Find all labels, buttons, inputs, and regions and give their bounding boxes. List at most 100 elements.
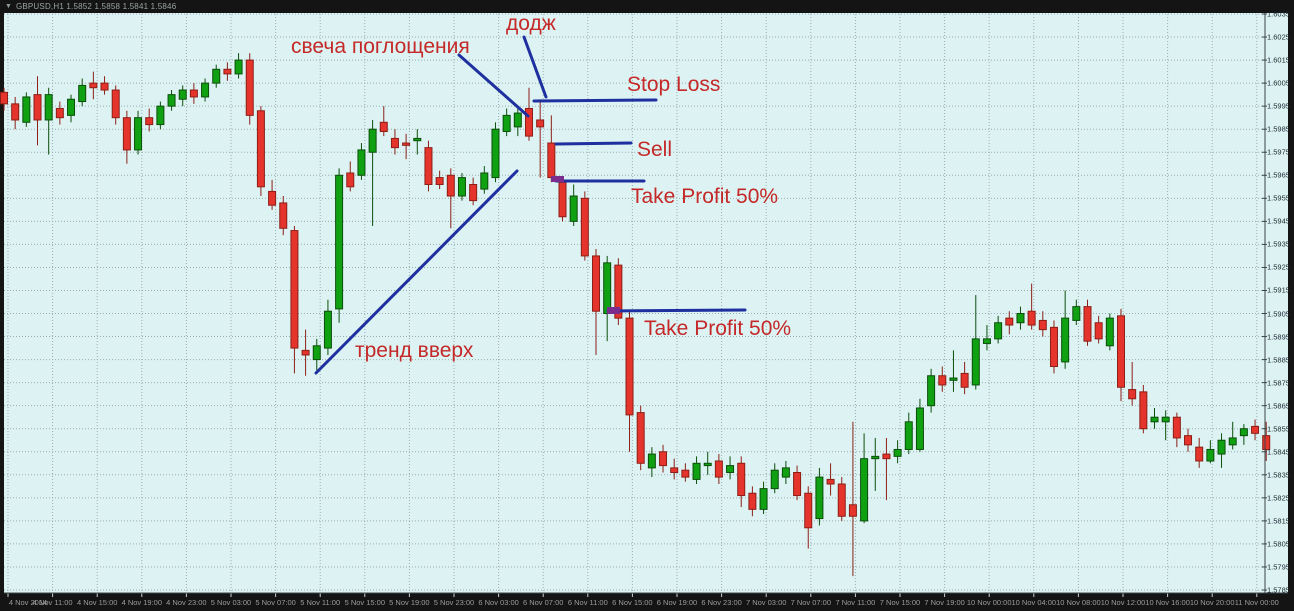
candle-body-bear	[33, 94, 42, 121]
candle-body-bull	[513, 112, 522, 128]
candle-body-bull	[915, 407, 924, 450]
price-label: 1.5855	[1267, 424, 1290, 434]
candle-body-bear	[848, 504, 857, 517]
candle-body-bear	[446, 174, 455, 197]
candle-body-bear	[804, 492, 813, 529]
candle-body-bear	[882, 453, 891, 460]
candle-body-bear	[1049, 326, 1058, 368]
candle-body-bull	[312, 345, 321, 361]
time-label: 6 Nov 23:00	[701, 598, 742, 607]
candle-body-bull	[603, 262, 612, 315]
time-label: 5 Nov 03:00	[210, 598, 252, 607]
time-label: 10 Nov 20:00	[1189, 598, 1235, 607]
time-label: 10 Nov 12:00	[1100, 598, 1146, 607]
time-label: 7 Nov 15:00	[879, 598, 921, 607]
time-label: 5 Nov 15:00	[344, 598, 386, 607]
symbol-dropdown-icon[interactable]: ▼	[5, 3, 12, 10]
price-label: 1.6025	[1267, 32, 1290, 42]
grid-layer	[4, 13, 1265, 593]
candle-body-bear	[390, 137, 399, 149]
candle-body-bull	[1161, 416, 1170, 423]
candle-body-bull	[871, 455, 880, 460]
candle-body-bear	[435, 177, 444, 185]
engulfing-pointer-line	[457, 53, 530, 118]
candle-body-bear	[558, 181, 567, 218]
candle-body-bear	[737, 462, 746, 497]
candle-body-bull	[368, 128, 377, 153]
candle-body-bear	[268, 190, 277, 206]
candle-body-bull	[569, 195, 578, 222]
candle-body-bull	[759, 488, 768, 510]
time-label: 10 Nov 04:00	[1011, 598, 1057, 607]
annotation-take-profit-2-label: Take Profit 50%	[644, 317, 792, 340]
candle-body-bear	[536, 119, 545, 128]
candle-body-bull	[781, 467, 790, 478]
price-label: 1.5935	[1267, 239, 1290, 249]
candle-body-bear	[189, 89, 198, 98]
candle-body-bear	[379, 121, 388, 133]
candle-body-bear	[1139, 391, 1148, 430]
candle-body-bear	[1195, 446, 1204, 462]
take-profit-1-marker	[551, 176, 564, 182]
price-label: 1.5785	[1267, 585, 1290, 595]
candle-body-bull	[201, 82, 210, 98]
candle-body-bull	[167, 94, 176, 107]
candle-body-bull	[78, 84, 87, 103]
price-label: 1.5885	[1267, 355, 1290, 365]
candle-body-bear	[402, 142, 411, 146]
candle-body-bear	[469, 183, 478, 202]
candle-body-bear	[1128, 389, 1137, 400]
candle-body-bull	[860, 458, 869, 522]
time-label: 4 Nov 19:00	[121, 598, 163, 607]
candle-body-bear	[301, 349, 310, 356]
candle-body-bull	[156, 105, 165, 126]
candle-body-bull	[67, 98, 76, 116]
candle-body-bear	[279, 202, 288, 229]
candle-body-bear	[714, 460, 723, 478]
candle-body-bear	[614, 264, 623, 319]
candle-body-bear	[1094, 322, 1103, 340]
candle-body-bear	[670, 467, 679, 473]
candle-body-bull	[1239, 428, 1248, 437]
candle-body-bear	[0, 91, 8, 105]
candle-body-bear	[55, 107, 64, 119]
time-label: 11 Nov 00:00	[1234, 598, 1279, 607]
time-label: 6 Nov 03:00	[478, 598, 519, 607]
candle-body-bear	[793, 471, 802, 497]
price-label: 1.5865	[1267, 401, 1290, 411]
candle-body-bull	[502, 114, 511, 133]
time-label: 4 Nov 23:00	[166, 598, 207, 607]
candle-body-bull	[1016, 313, 1025, 324]
price-label: 1.5825	[1267, 493, 1290, 503]
uptrend-line	[314, 169, 519, 375]
candle-body-bull	[22, 96, 31, 123]
candle-body-bull	[413, 137, 422, 142]
time-label: 7 Nov 07:00	[790, 598, 832, 607]
price-label: 1.5955	[1267, 193, 1290, 203]
candle-body-bull	[335, 174, 344, 310]
candles-layer	[0, 53, 1271, 577]
candle-body-bull	[357, 149, 366, 176]
candle-body-bear	[938, 375, 947, 386]
candle-body-bear	[424, 147, 433, 185]
candle-body-bear	[837, 483, 846, 517]
candle-body-bear	[256, 110, 265, 188]
time-label: 5 Nov 23:00	[433, 598, 475, 607]
chart-background-layer	[4, 13, 1288, 593]
candle-body-bear	[145, 117, 154, 126]
time-label: 5 Nov 07:00	[255, 598, 296, 607]
price-label: 1.5945	[1267, 216, 1290, 226]
time-label: 10 Nov 00:00	[966, 598, 1012, 607]
take-profit-2-line	[606, 308, 747, 313]
candle-body-bull	[44, 94, 53, 121]
candle-body-bear	[100, 82, 109, 91]
annotation-sell-label: Sell	[637, 138, 673, 161]
candle-body-bull	[480, 172, 489, 190]
take-profit-2-marker	[607, 307, 620, 314]
time-label: 4 Nov 11:00	[32, 598, 73, 607]
price-label: 1.5925	[1267, 262, 1290, 272]
candle-body-bear	[636, 412, 645, 464]
candle-body-bear	[1083, 306, 1092, 342]
candle-body-bull	[1150, 416, 1159, 423]
